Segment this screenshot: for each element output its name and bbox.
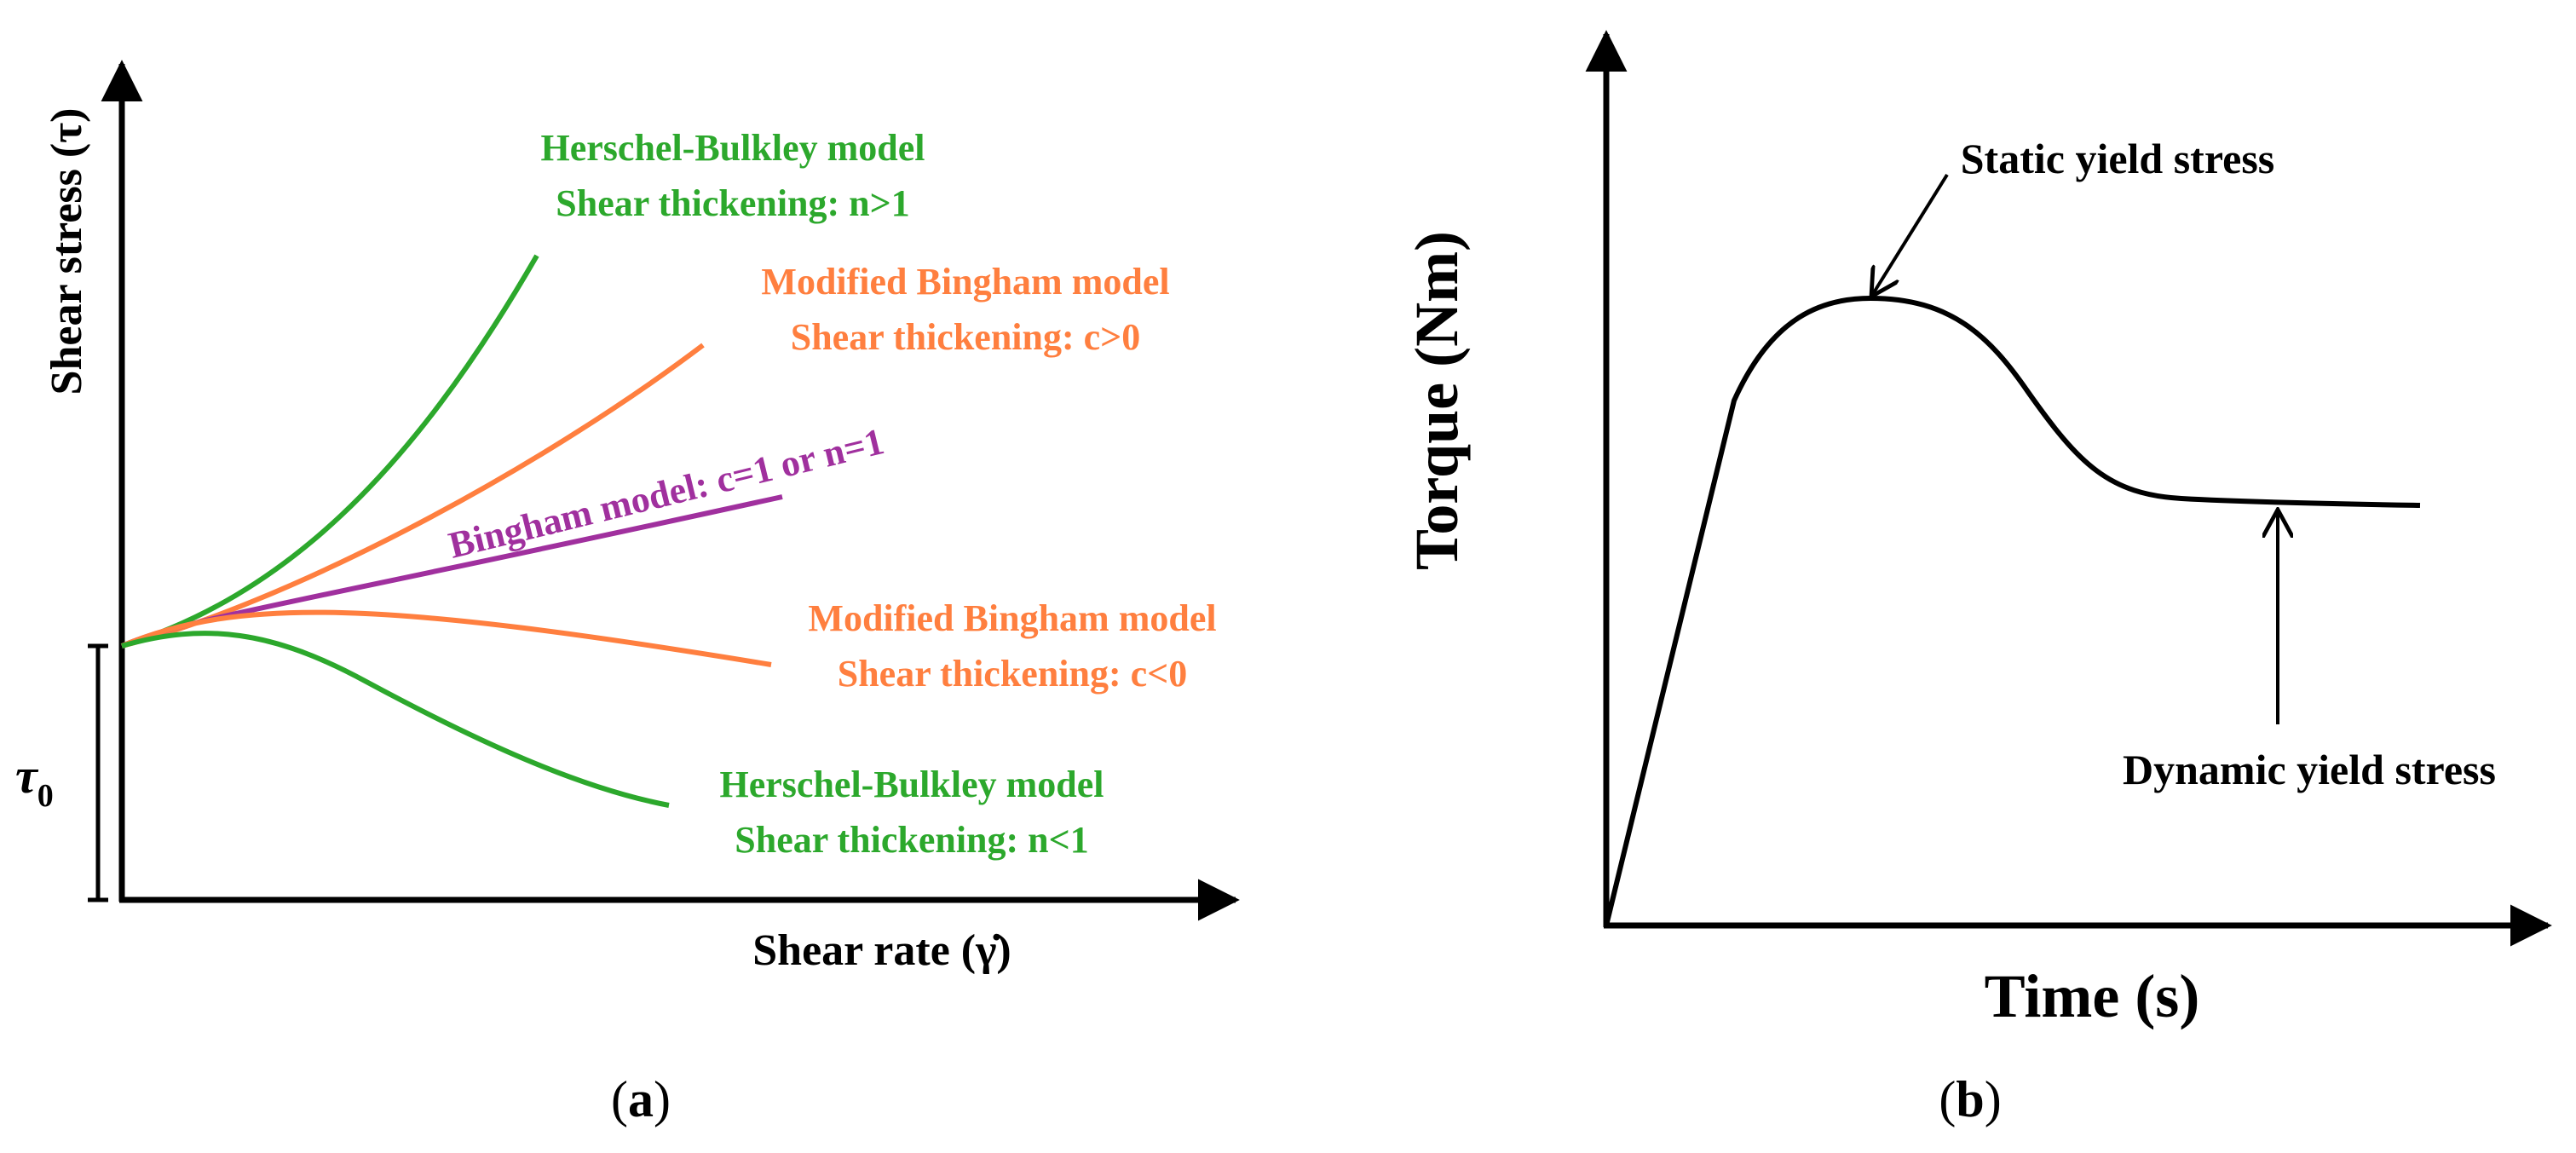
dynamic-yield-label: Dynamic yield stress: [2123, 746, 2496, 793]
hb-lower-line1: Herschel-Bulkley model: [720, 764, 1104, 805]
panel-a: τ0 Shear stress (τ) Shear rate (γ̇) Hers…: [15, 60, 1240, 1127]
panel-a-xlabel: Shear rate (γ̇): [752, 926, 1011, 975]
torque-curve: [1604, 295, 2421, 926]
mb-upper-line1: Modified Bingham model: [761, 261, 1169, 303]
mb-lower-line1: Modified Bingham model: [808, 597, 1216, 639]
hb-lower-line2: Shear thickening: n<1: [735, 819, 1088, 861]
hb-lower-curve: [121, 631, 670, 808]
panel-a-label: (a): [611, 1071, 671, 1127]
hb-upper-line2: Shear thickening: n>1: [556, 182, 909, 224]
tau0-label: τ0: [15, 748, 54, 814]
mb-upper-line2: Shear thickening: c>0: [791, 316, 1141, 358]
static-yield-label: Static yield stress: [1961, 135, 2274, 182]
panel-a-ylabel: Shear stress (τ): [43, 108, 91, 395]
static-arrow: [1871, 173, 1949, 297]
tau0-bracket: [88, 643, 108, 902]
panel-b: Torque (Nm) Time (s) Static yield stress…: [1403, 30, 2552, 1127]
hb-upper-line1: Herschel-Bulkley model: [541, 127, 925, 169]
bingham-label: Bingham model: c=1 or n=1: [445, 420, 888, 567]
mb-lower-curve: [120, 609, 772, 667]
hb-upper-curve: [121, 254, 539, 649]
panel-b-label: (b): [1939, 1071, 2001, 1127]
mb-lower-line2: Shear thickening: c<0: [838, 653, 1188, 695]
bingham-line: [120, 494, 783, 649]
panel-b-xlabel: Time (s): [1985, 962, 2200, 1030]
panel-b-ylabel: Torque (Nm): [1403, 231, 1471, 570]
